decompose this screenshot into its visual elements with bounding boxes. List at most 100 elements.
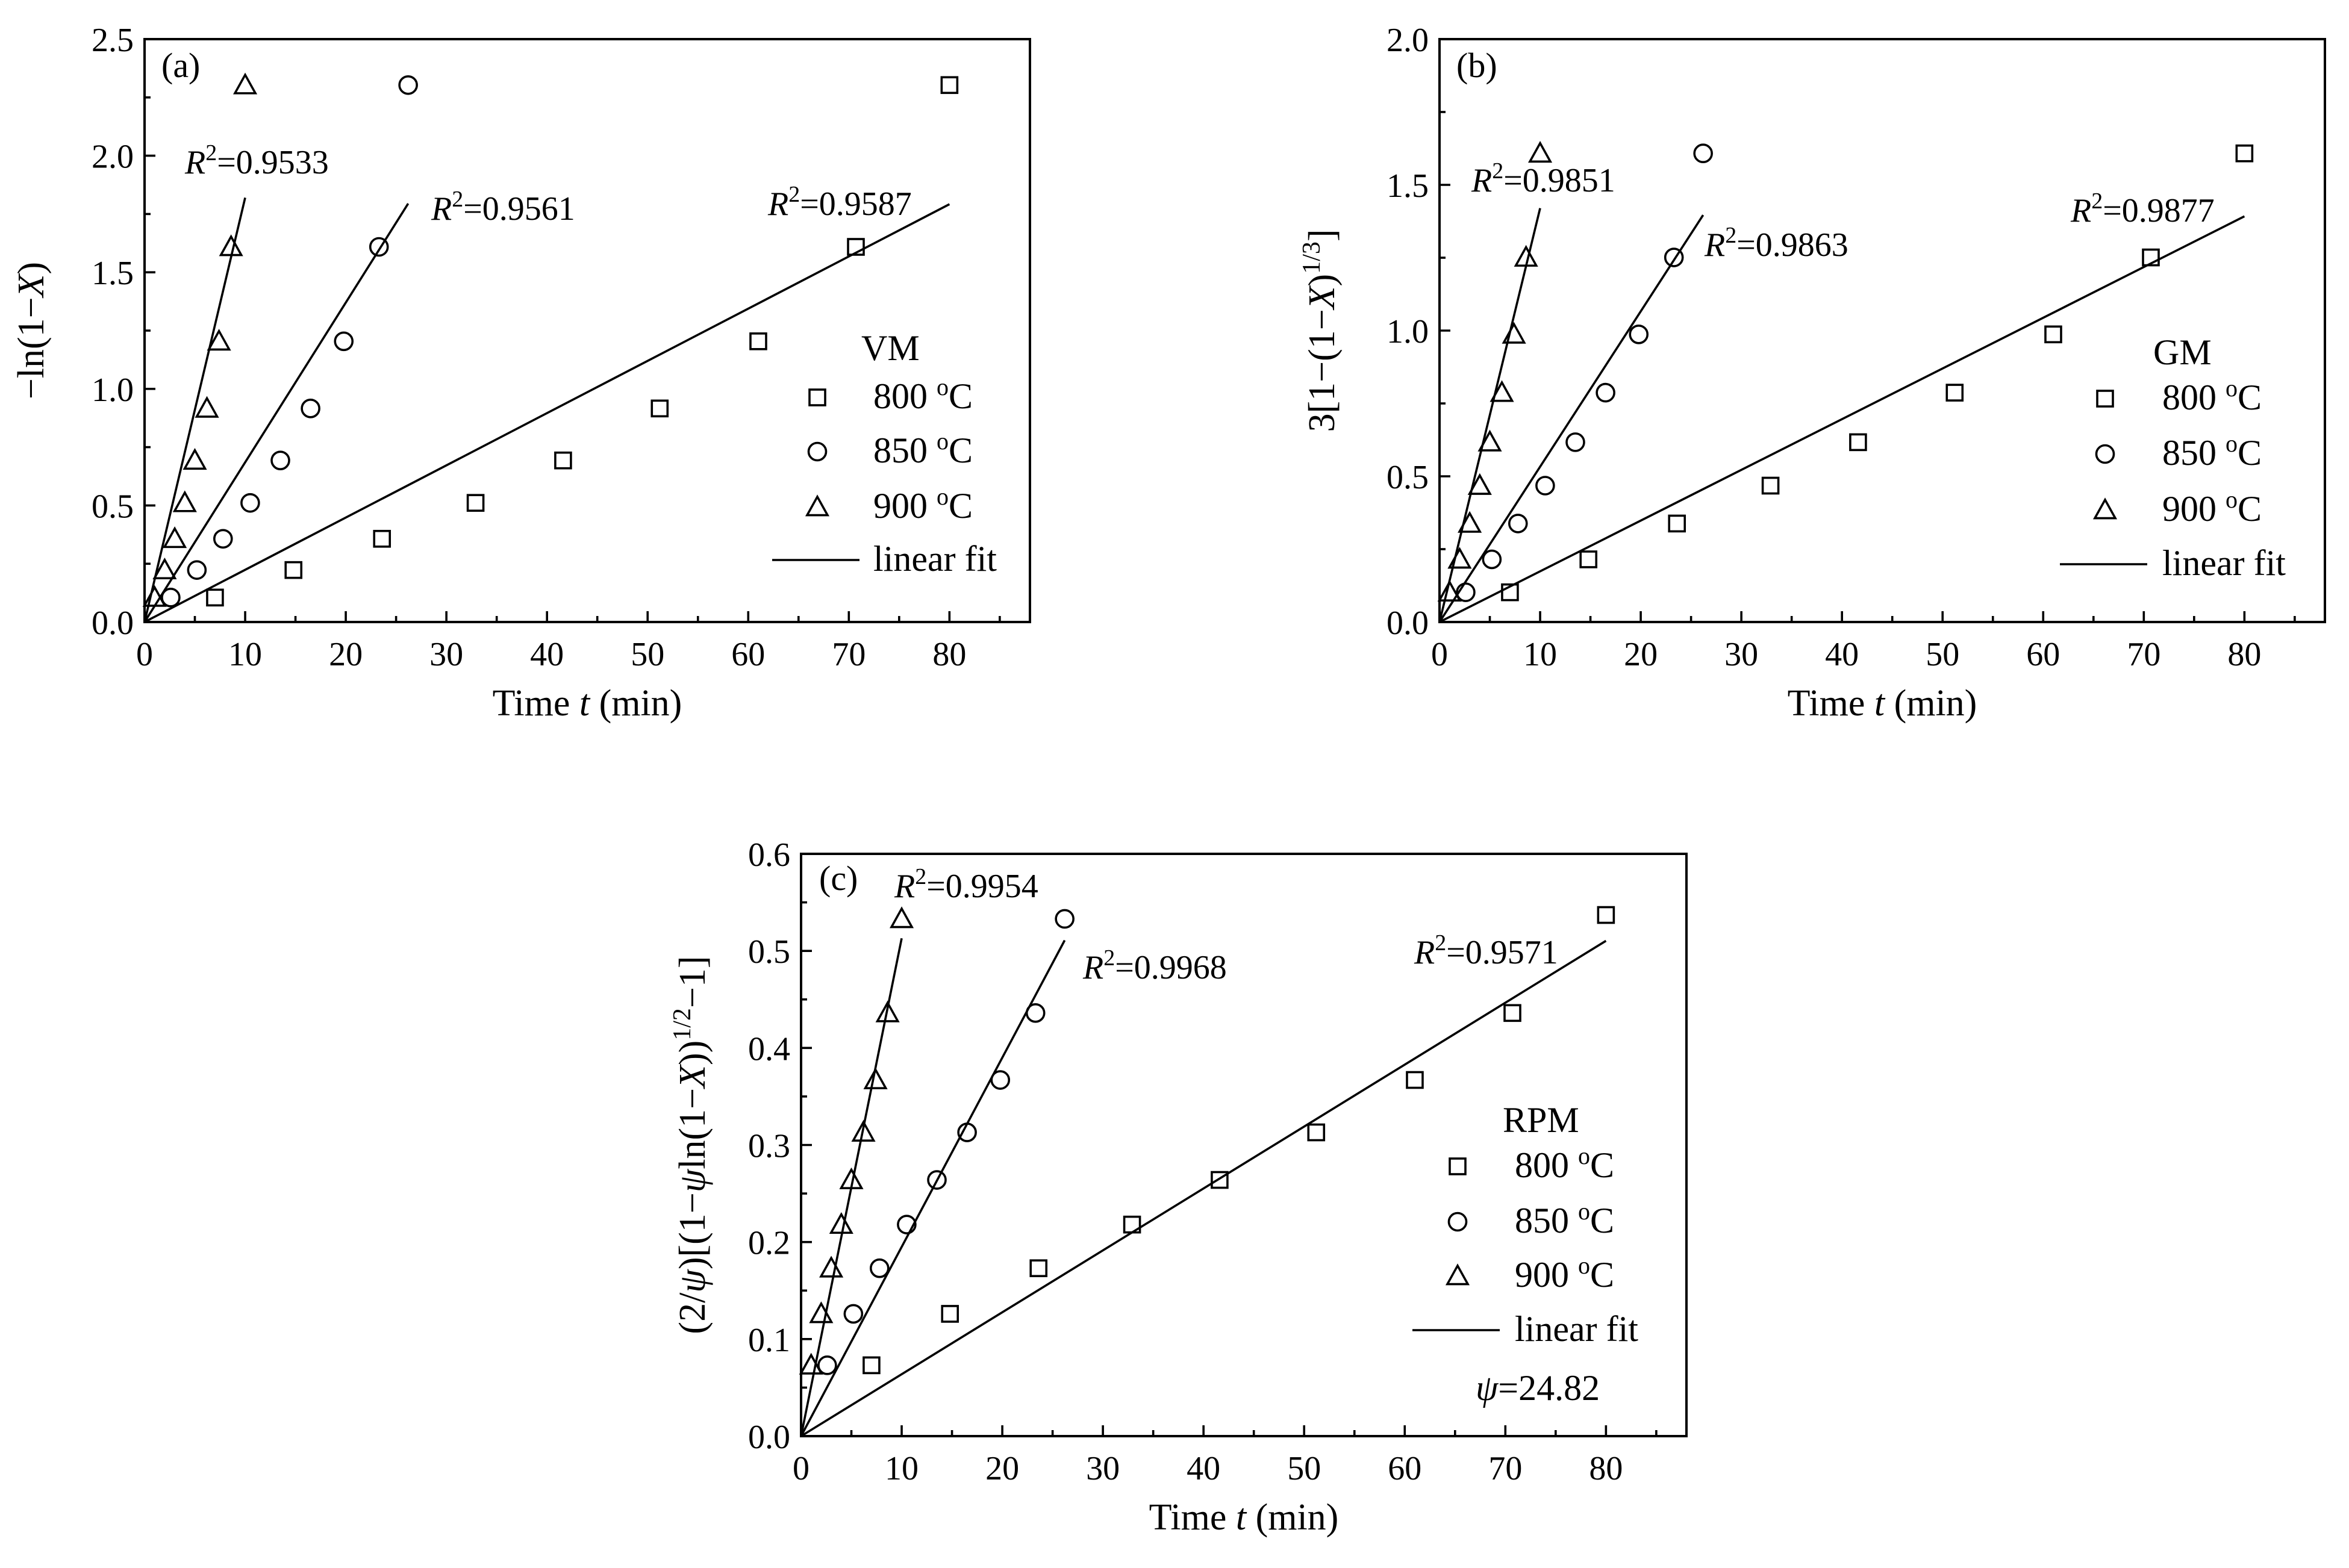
fit-line-a-square [144,203,950,623]
y-tick-label-a: 0.0 [92,605,134,642]
legend-title-c: RPM [1503,1100,1579,1140]
legend-marker-triangle [805,494,830,517]
data-point-triangle [863,1067,888,1089]
x-axis-label-a: Time t (min) [493,683,682,724]
series-c-circle: R2=0.9968 [800,909,1227,1437]
series-c-triangle: R2=0.9954 [799,864,1038,1437]
x-tick-label-c: 30 [1086,1450,1120,1487]
x-tick-label-a: 50 [631,636,664,673]
legend-label-triangle: 900 oC [2162,486,2262,529]
data-point-triangle [829,1212,853,1234]
data-point-square [941,1305,959,1323]
data-point-circle [187,560,207,580]
data-point-circle [897,1215,917,1234]
y-tick-label-b: 0.0 [1387,605,1429,642]
data-point-square [284,561,303,579]
y-tick-label-c: 0.4 [748,1030,790,1068]
y-axis-label-b: 3[1−(1−X)1/3] [1298,229,1343,432]
data-point-circle [957,1122,977,1142]
legend-marker-circle [807,441,828,462]
y-tick-label-b: 1.0 [1387,313,1429,350]
data-point-triangle [1490,380,1514,402]
data-point-circle [334,331,354,352]
data-point-square [466,494,485,512]
data-point-triangle [219,234,243,257]
chart-panel-b: 0 10 20 30 40 50 60 70 80 0.0 0.5 1.0 1.5 2.0 Time t (… [1298,22,2326,724]
x-tick-label-b: 0 [1431,636,1448,673]
data-point-square [206,588,224,607]
data-point-square [650,399,669,418]
data-point-square [1668,514,1686,533]
data-point-circle [1629,324,1649,344]
legend-marker-square [2096,390,2114,408]
y-tick-label-b: 1.5 [1387,167,1429,205]
series-b-triangle: R2=0.9851 [1437,141,1615,623]
data-point-circle [240,493,260,513]
data-point-circle [1508,514,1528,534]
data-point-triangle [1437,579,1462,602]
x-tick-label-b: 60 [2026,636,2060,673]
data-point-triangle [152,557,177,580]
data-point-triangle [142,585,167,607]
data-point-square [1307,1123,1326,1142]
data-point-square [1761,476,1780,495]
r2-label-a-triangle: R2=0.9533 [184,140,329,181]
x-tick-label-a: 80 [932,636,966,673]
panel-label-a: (a) [161,46,200,85]
series-c-square: R2=0.9571 [800,906,1615,1437]
legend-title-b: GM [2153,332,2212,372]
y-tick-label-b: 2.0 [1387,22,1429,59]
y-tick-label-a: 2.0 [92,138,134,176]
x-tick-label-c: 60 [1388,1450,1421,1487]
x-tick-label-a: 40 [530,636,564,673]
legend-a: VM 800 oC 850 oC 900 oC linear fit [772,328,997,579]
data-point-triangle [172,490,197,512]
data-point-triangle [1514,244,1538,267]
x-tick-label-a: 30 [429,636,463,673]
series-a-triangle: R2=0.9533 [142,72,329,623]
x-tick-label-b: 70 [2127,636,2160,673]
legend-label-circle: 850 oC [2162,430,2262,473]
x-tick-label-a: 60 [731,636,765,673]
series-b-circle: R2=0.9863 [1438,143,1848,623]
data-point-circle [927,1170,947,1190]
data-point-triangle [182,447,207,470]
legend-marker-square [808,388,826,406]
legend-label-triangle: 900 oC [873,483,973,526]
legend-label-square: 800 oC [1515,1142,1614,1185]
data-point-triangle [207,329,231,351]
data-point-circle [817,1355,837,1375]
data-point-triangle [1527,141,1553,163]
data-point-square [863,1356,881,1375]
y-tick-label-c: 0.5 [748,933,790,971]
data-point-triangle [1477,429,1502,452]
legend-label-square: 800 oC [2162,375,2262,417]
data-point-circle [1535,476,1555,496]
r2-label-c-triangle: R2=0.9954 [894,864,1038,905]
data-point-triangle [1458,511,1482,533]
data-point-triangle [1502,322,1526,344]
data-point-square [940,76,959,95]
r2-label-b-square: R2=0.9877 [2070,188,2215,229]
y-tick-label-a: 1.0 [92,372,134,409]
x-tick-label-c: 10 [885,1450,919,1487]
x-tick-label-b: 20 [1624,636,1658,673]
x-tick-label-a: 20 [329,636,363,673]
fit-line-a-triangle [143,197,246,623]
data-point-square [2142,248,2160,267]
r2-label-c-square: R2=0.9571 [1414,930,1558,971]
fit-line-a-circle [143,203,410,623]
r2-label-b-triangle: R2=0.9851 [1471,158,1615,199]
plot-frame-b [1438,38,2326,623]
x-tick-label-b: 50 [1926,636,1959,673]
x-axis-label-b: Time t (min) [1788,683,1977,724]
series-b-square: R2=0.9877 [1439,144,2254,623]
x-axis-label-c: Time t (min) [1149,1497,1339,1538]
data-point-circle [1565,432,1585,452]
data-point-square [1029,1259,1048,1277]
data-point-triangle [195,396,219,418]
fit-line-b-circle [1438,214,1705,623]
y-tick-label-a: 0.5 [92,488,134,525]
